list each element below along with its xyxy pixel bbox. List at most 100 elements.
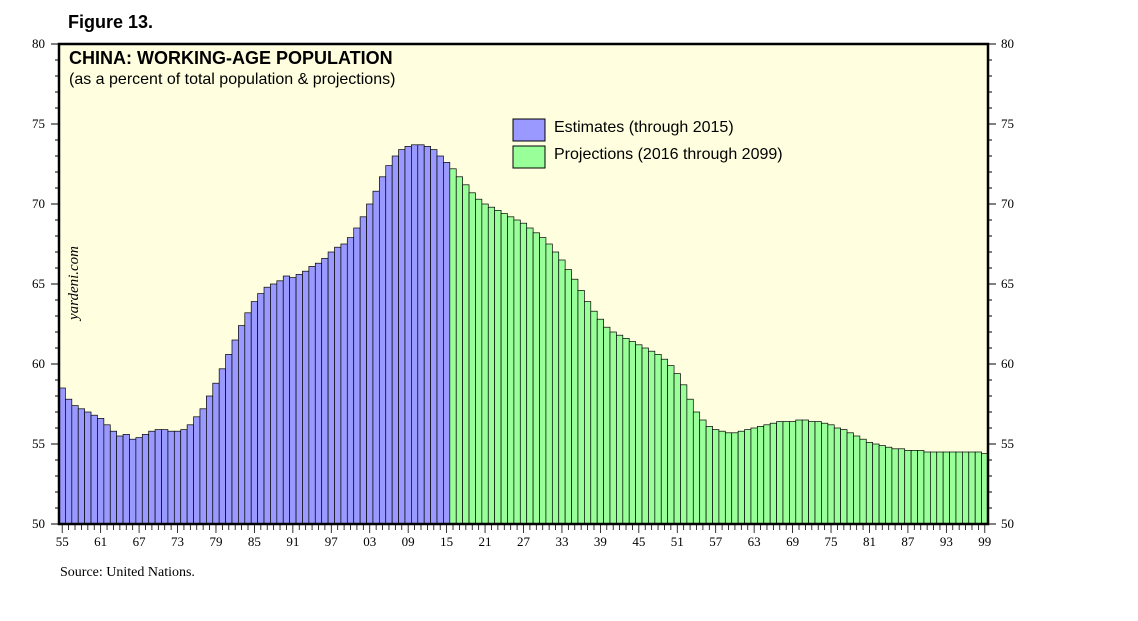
- bar-estimate-2002: [359, 216, 367, 525]
- bar-estimate-2009: [404, 146, 412, 525]
- bar-estimate-1985: [250, 301, 258, 525]
- bar-estimate-1958: [77, 408, 85, 525]
- bar-projection-2086: [897, 448, 906, 525]
- bar-projection-2057: [712, 429, 720, 525]
- bar-estimate-2014: [436, 155, 444, 525]
- bar-projection-2069: [789, 421, 797, 525]
- bar-estimate-1964: [116, 435, 124, 525]
- x-tick-label: 09: [402, 534, 415, 549]
- bar-projection-2071: [801, 419, 809, 525]
- legend-label-projections: Projections (2016 through 2099): [554, 146, 783, 163]
- bar-projection-2039: [596, 318, 604, 525]
- bar-projection-2097: [968, 451, 976, 525]
- bar-projection-2033: [558, 259, 566, 525]
- bar-projection-2062: [744, 429, 752, 525]
- bar-projection-2056: [705, 426, 713, 525]
- x-tick-label: 51: [671, 534, 684, 549]
- bar-projection-2092: [936, 451, 944, 525]
- bar-projection-2060: [731, 432, 739, 525]
- bar-projection-2018: [462, 184, 470, 525]
- bar-projection-2087: [904, 450, 912, 525]
- x-tick-label: 61: [94, 534, 107, 549]
- x-tick-label: 87: [901, 534, 915, 549]
- y-tick-label-right: 60: [1001, 356, 1014, 371]
- legend-label-estimates: Estimates (through 2015): [554, 119, 734, 136]
- bar-estimate-1965: [122, 434, 130, 525]
- x-tick-label: 03: [363, 534, 376, 549]
- bar-projection-2094: [949, 451, 957, 525]
- bar-projection-2023: [494, 210, 502, 525]
- bar-projection-2036: [577, 290, 585, 525]
- bar-estimate-1995: [314, 262, 323, 525]
- bar-estimate-1974: [180, 429, 188, 525]
- bar-projection-2037: [584, 301, 592, 525]
- bar-estimate-1997: [327, 251, 335, 525]
- bar-projection-2017: [455, 176, 463, 525]
- bar-projection-2072: [808, 421, 816, 525]
- bar-estimate-2007: [391, 155, 399, 525]
- y-tick-label-left: 60: [32, 356, 45, 371]
- bar-estimate-1971: [161, 429, 169, 525]
- chart-title: CHINA: WORKING-AGE POPULATION: [69, 48, 393, 68]
- bar-projection-2038: [590, 310, 598, 525]
- bar-estimate-1990: [282, 275, 290, 525]
- bar-projection-2064: [756, 426, 765, 525]
- y-tick-label-right: 55: [1001, 436, 1014, 451]
- bar-projection-2085: [891, 448, 899, 525]
- bar-projection-2051: [673, 373, 681, 525]
- bar-projection-2032: [551, 251, 560, 525]
- bar-projection-2042: [616, 334, 624, 525]
- bar-estimate-1982: [231, 339, 239, 525]
- bar-estimate-1981: [225, 354, 233, 525]
- bar-projection-2066: [769, 422, 777, 525]
- bar-estimate-1973: [173, 430, 182, 525]
- bar-estimate-1998: [334, 246, 342, 525]
- bar-projection-2024: [500, 213, 508, 525]
- bar-projection-2061: [737, 430, 745, 525]
- bar-projection-2041: [609, 331, 617, 525]
- bar-estimate-2001: [353, 227, 361, 525]
- y-tick-label-left: 65: [32, 276, 45, 291]
- bar-estimate-1967: [135, 437, 143, 525]
- bar-estimate-1957: [71, 405, 79, 525]
- y-tick-label-right: 65: [1001, 276, 1014, 291]
- bar-estimate-2015: [443, 162, 451, 525]
- bar-estimate-1989: [276, 280, 284, 525]
- bar-estimate-2012: [423, 146, 431, 525]
- x-tick-label: 57: [709, 534, 723, 549]
- bar-estimate-1975: [186, 424, 194, 525]
- bar-estimate-1962: [103, 424, 111, 525]
- bar-projection-2046: [641, 347, 649, 525]
- bar-projection-2079: [853, 435, 861, 525]
- bar-estimate-1976: [193, 416, 201, 525]
- y-tick-label-right: 70: [1001, 196, 1014, 211]
- bar-projection-2068: [782, 421, 790, 525]
- bar-projection-2021: [481, 203, 489, 525]
- bar-projection-2048: [654, 354, 662, 525]
- bar-estimate-1987: [263, 286, 271, 525]
- bar-projection-2080: [859, 438, 867, 525]
- bar-estimate-1980: [218, 368, 226, 525]
- x-tick-label: 75: [825, 534, 838, 549]
- bar-estimate-1996: [321, 258, 329, 525]
- bar-estimate-1978: [206, 395, 214, 525]
- bar-projection-2044: [628, 341, 636, 525]
- y-tick-label-left: 70: [32, 196, 45, 211]
- bar-projection-2065: [763, 424, 771, 525]
- bar-projection-2022: [487, 206, 496, 525]
- x-tick-label: 69: [786, 534, 799, 549]
- bar-projection-2045: [635, 344, 643, 525]
- bar-estimate-1956: [65, 398, 73, 525]
- chart-subtitle: (as a percent of total population & proj…: [69, 71, 395, 88]
- x-tick-label: 55: [56, 534, 69, 549]
- x-tick-label: 67: [133, 534, 147, 549]
- x-tick-label: 79: [209, 534, 222, 549]
- legend: Estimates (through 2015) Projections (20…: [512, 118, 783, 169]
- bar-projection-2030: [539, 237, 547, 525]
- bar-projection-2027: [519, 222, 528, 525]
- bar-estimate-1969: [148, 430, 156, 525]
- bar-projection-2089: [917, 450, 925, 525]
- bar-projection-2050: [667, 365, 675, 525]
- bar-estimate-2005: [378, 176, 387, 525]
- bar-projection-2090: [923, 451, 931, 525]
